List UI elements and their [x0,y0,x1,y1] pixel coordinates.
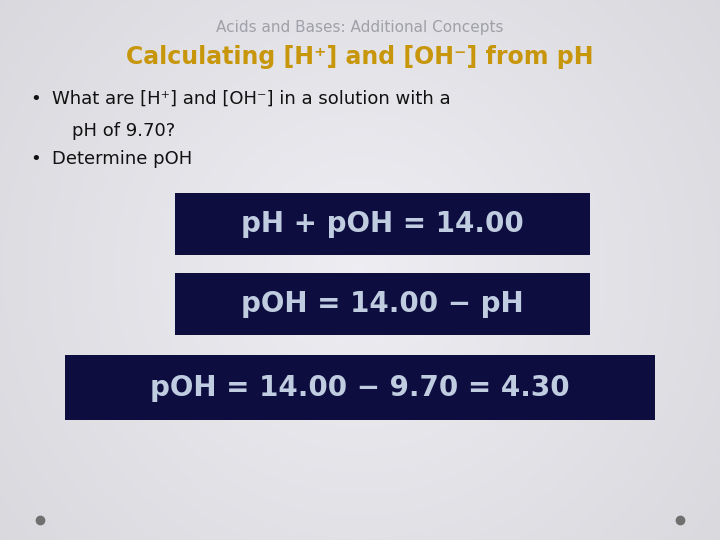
Bar [65,355,655,420]
Text: pH of 9.70?: pH of 9.70? [72,122,175,140]
Text: •: • [30,90,41,108]
Bar [175,193,590,255]
Text: pOH = 14.00 − 9.70 = 4.30: pOH = 14.00 − 9.70 = 4.30 [150,374,570,402]
Text: •: • [30,150,41,168]
Text: What are [H⁺] and [OH⁻] in a solution with a: What are [H⁺] and [OH⁻] in a solution wi… [52,90,451,108]
Text: pH + pOH = 14.00: pH + pOH = 14.00 [241,210,524,238]
Text: Calculating [H⁺] and [OH⁻] from pH: Calculating [H⁺] and [OH⁻] from pH [126,45,594,69]
Text: pOH = 14.00 − pH: pOH = 14.00 − pH [241,290,524,318]
Text: Acids and Bases: Additional Concepts: Acids and Bases: Additional Concepts [216,20,504,35]
Text: Determine pOH: Determine pOH [52,150,192,168]
Bar [175,273,590,335]
